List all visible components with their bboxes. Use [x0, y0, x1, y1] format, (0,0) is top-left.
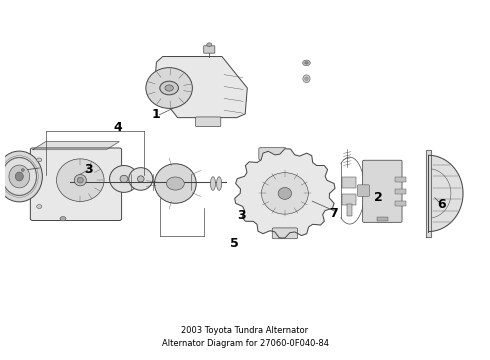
Text: 5: 5	[230, 237, 239, 250]
Bar	[395, 201, 406, 206]
Circle shape	[165, 85, 173, 91]
Ellipse shape	[9, 165, 30, 188]
Bar	[395, 189, 406, 194]
FancyBboxPatch shape	[259, 148, 286, 160]
Ellipse shape	[120, 175, 128, 183]
Ellipse shape	[129, 168, 153, 190]
Text: 2003 Toyota Tundra Alternator
Alternator Diagram for 27060-0F040-84: 2003 Toyota Tundra Alternator Alternator…	[162, 326, 328, 348]
Ellipse shape	[211, 177, 216, 190]
Circle shape	[37, 204, 42, 208]
Bar	[347, 204, 352, 216]
Ellipse shape	[21, 168, 24, 171]
FancyBboxPatch shape	[358, 185, 369, 196]
Text: 7: 7	[329, 207, 338, 220]
Ellipse shape	[146, 68, 193, 108]
Text: 4: 4	[113, 121, 122, 134]
Bar	[342, 194, 356, 205]
Ellipse shape	[154, 164, 196, 203]
Ellipse shape	[303, 75, 310, 83]
Ellipse shape	[138, 176, 144, 182]
Bar	[342, 177, 356, 188]
Ellipse shape	[305, 77, 308, 81]
Ellipse shape	[217, 177, 221, 190]
Polygon shape	[426, 150, 431, 237]
Text: 6: 6	[438, 198, 446, 211]
Text: 3: 3	[237, 209, 246, 222]
FancyBboxPatch shape	[30, 148, 122, 220]
Text: 1: 1	[152, 108, 161, 121]
FancyBboxPatch shape	[196, 117, 221, 126]
Ellipse shape	[303, 60, 310, 66]
Ellipse shape	[278, 188, 292, 199]
Polygon shape	[235, 149, 335, 238]
Bar	[377, 217, 388, 221]
Ellipse shape	[56, 159, 104, 202]
Ellipse shape	[2, 157, 37, 195]
FancyBboxPatch shape	[204, 46, 215, 53]
Ellipse shape	[15, 172, 24, 181]
Ellipse shape	[110, 166, 138, 192]
Text: 3: 3	[85, 163, 93, 176]
Circle shape	[37, 158, 42, 162]
Ellipse shape	[305, 62, 308, 64]
Circle shape	[160, 81, 178, 95]
FancyBboxPatch shape	[272, 228, 297, 239]
Ellipse shape	[74, 175, 86, 186]
Polygon shape	[33, 141, 119, 150]
Ellipse shape	[77, 177, 83, 183]
Bar	[395, 177, 406, 182]
Circle shape	[60, 216, 66, 221]
FancyBboxPatch shape	[363, 160, 402, 222]
Polygon shape	[428, 155, 463, 231]
Circle shape	[207, 43, 212, 46]
Polygon shape	[154, 57, 247, 118]
Ellipse shape	[261, 173, 308, 214]
Ellipse shape	[0, 151, 42, 202]
Text: 2: 2	[374, 191, 383, 204]
Circle shape	[167, 177, 184, 190]
